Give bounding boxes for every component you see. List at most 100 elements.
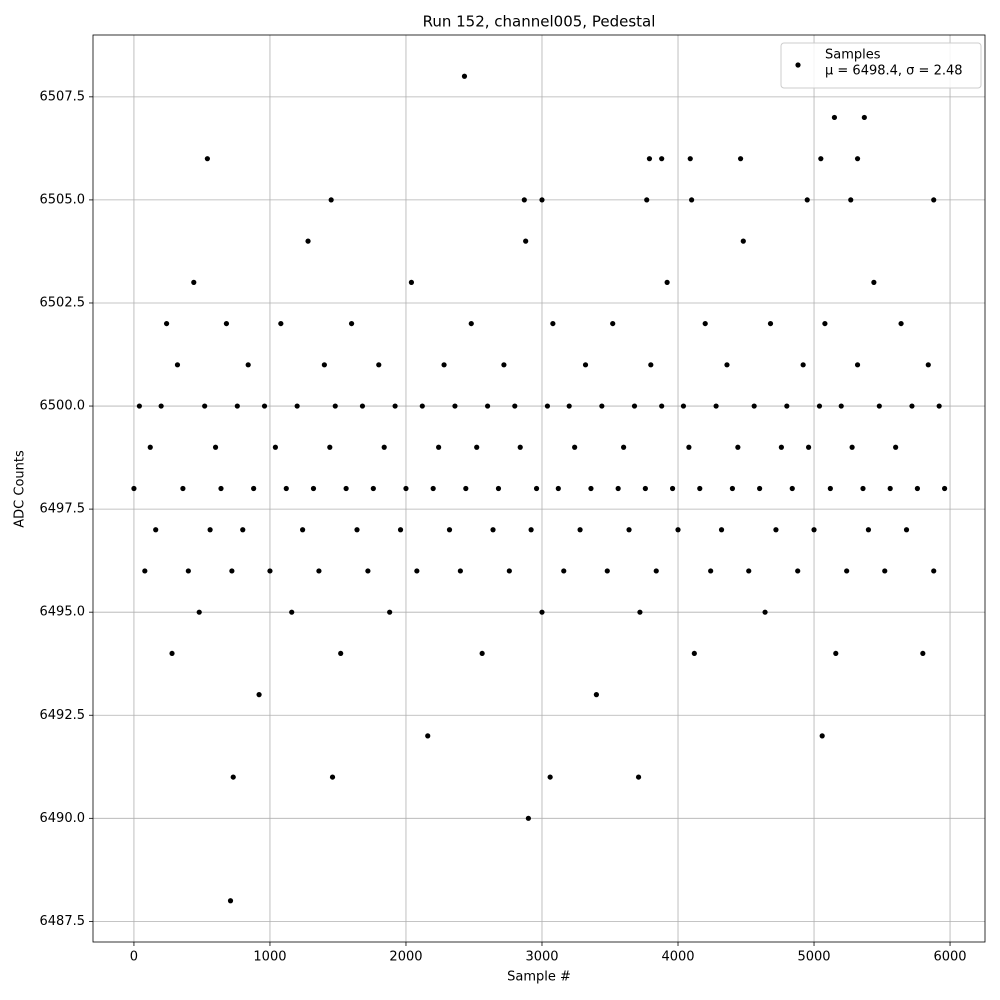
point [789,485,795,492]
point [354,527,360,533]
point [615,485,621,492]
point [230,774,236,780]
point [528,527,534,533]
point [811,527,817,533]
point [838,403,844,409]
point [397,527,404,533]
x-tick-label: 3000 [525,950,558,965]
point [898,320,904,327]
point [365,568,371,574]
point [212,444,219,450]
point [659,403,665,409]
y-tick-label: 6495.0 [40,605,86,620]
point [359,403,366,409]
point [860,485,866,492]
point [659,156,665,162]
point [669,485,676,492]
point [403,485,409,492]
y-tick-label: 6487.5 [40,914,86,929]
point [816,403,823,409]
point [893,444,899,450]
point [278,320,284,327]
point [936,403,942,409]
point [697,485,703,492]
point [610,320,616,327]
point [757,485,763,492]
point [729,485,736,492]
plot-frame [92,34,986,943]
point [735,444,741,450]
legend-label: Samples [825,48,881,63]
point [392,403,398,409]
point [521,197,527,203]
point [702,320,708,327]
point [778,444,784,450]
point [223,320,230,327]
point [289,609,295,615]
point [865,527,872,533]
point [370,485,376,492]
point [818,156,824,162]
point [147,444,153,450]
point [664,279,670,285]
point [234,403,240,409]
x-tick-label: 4000 [661,950,694,965]
point [229,568,235,574]
point [914,485,920,492]
point [844,568,850,574]
x-tick-label: 0 [130,950,138,965]
point [218,485,224,492]
point [644,197,650,203]
point [561,568,567,574]
point [550,320,556,327]
point [272,444,278,450]
point [338,650,344,657]
point [196,609,202,615]
point [207,527,213,533]
point [773,527,779,533]
point [414,568,420,574]
point [539,609,545,615]
point [876,403,882,409]
point [539,197,545,203]
point [441,362,447,368]
point [822,320,828,327]
point [484,403,491,409]
point [191,279,197,285]
x-tick-label: 5000 [797,950,830,965]
point [204,156,210,162]
point [708,568,714,574]
point [474,444,480,450]
point [686,444,692,450]
point [425,733,431,739]
point [903,527,910,533]
legend-annotation: μ = 6498.4, σ = 2.48 [825,64,963,79]
point [321,362,327,368]
point [256,692,262,698]
point [718,527,725,533]
point [547,774,553,780]
point [604,568,610,574]
point [506,568,512,574]
point [310,485,317,492]
y-tick-label: 6500.0 [40,399,86,414]
point [882,568,888,574]
point [294,403,300,409]
legend-box [780,42,982,89]
point [517,444,523,450]
point [185,568,191,574]
point [180,485,186,492]
point [588,485,594,492]
point [544,403,551,409]
point [142,568,148,574]
point [675,527,681,533]
point [332,403,338,409]
point [626,527,632,533]
point [827,485,833,492]
point [495,485,502,492]
point [305,238,311,244]
y-tick-label: 6497.5 [40,502,86,517]
point [245,362,251,368]
point [784,403,790,409]
